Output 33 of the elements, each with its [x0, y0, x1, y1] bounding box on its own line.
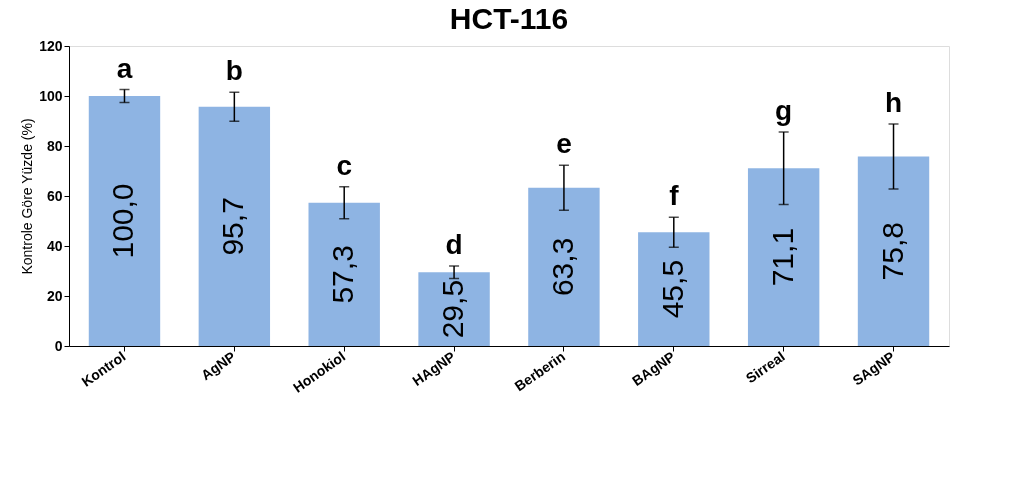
y-axis-title: Kontrole Göre Yüzde (%): [19, 118, 36, 275]
annotation: a: [116, 52, 133, 84]
data-label: 29,5: [436, 279, 470, 339]
bar: [638, 232, 710, 346]
bar: [747, 168, 820, 346]
data-label: 100,0: [106, 183, 140, 259]
data-label: 63,3: [545, 237, 579, 297]
y-tick-label: 40: [46, 237, 63, 254]
y-tick-label: 120: [39, 37, 63, 54]
annotation: c: [336, 149, 352, 181]
data-label: 45,5: [655, 259, 689, 319]
annotation: e: [556, 128, 572, 160]
y-tick-label: 0: [54, 337, 63, 354]
annotation: g: [775, 95, 793, 126]
bar: [528, 187, 600, 346]
data-label: 71,1: [765, 227, 799, 287]
y-tick-label: 80: [46, 137, 63, 154]
annotation: b: [225, 55, 243, 87]
y-tick-label: 20: [46, 287, 63, 304]
data-label: 57,3: [326, 245, 360, 304]
bar: [418, 272, 490, 346]
bar: [857, 156, 930, 346]
bar: [88, 96, 161, 346]
data-label: 75,8: [875, 222, 909, 281]
bar: [308, 202, 380, 346]
y-tick-label: 100: [39, 87, 63, 104]
bar: [198, 106, 271, 346]
annotation: h: [884, 87, 903, 118]
annotation: d: [445, 229, 463, 260]
annotation: f: [669, 180, 680, 212]
chart-title: HCT-116: [449, 2, 569, 35]
y-tick-label: 60: [46, 187, 63, 204]
data-label: 95,7: [216, 197, 250, 256]
